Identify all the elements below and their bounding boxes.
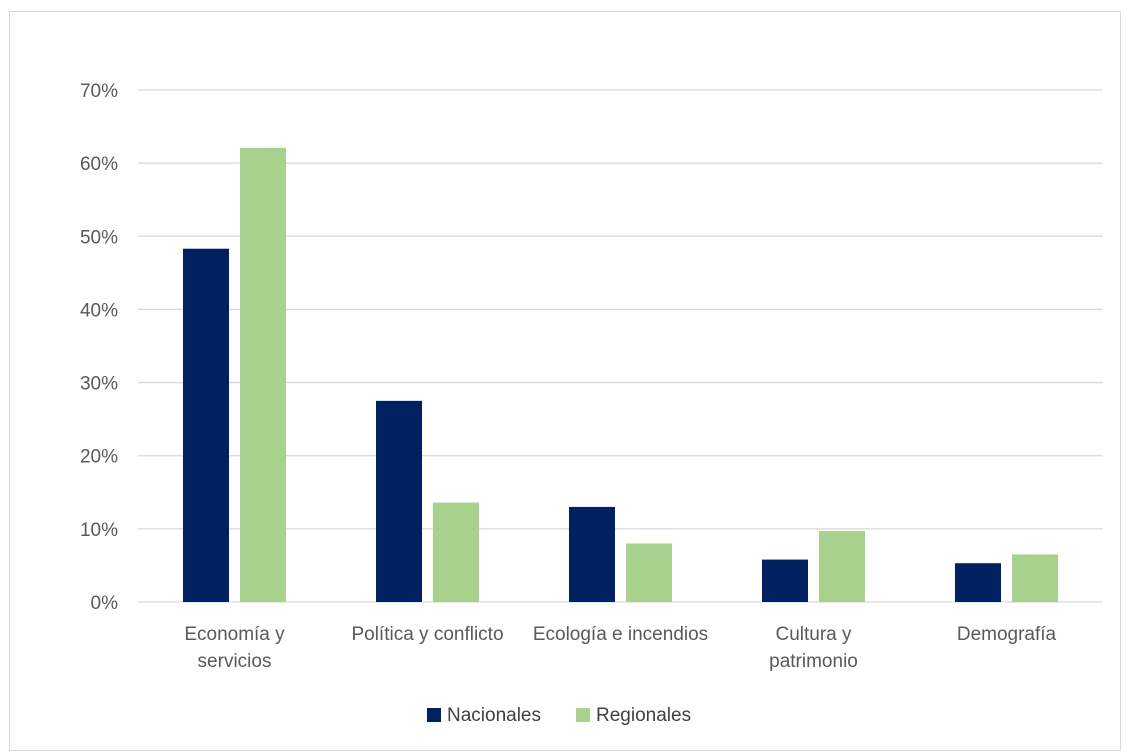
y-tick-label: 50% — [80, 227, 118, 248]
bar-regionales — [240, 147, 286, 603]
x-axis-categories: Economía y servicios Política y conflicto E… — [184, 624, 1056, 672]
legend-label: Nacionales — [447, 705, 541, 726]
category-label: Economía y — [184, 624, 285, 645]
bar-regionales — [819, 531, 865, 602]
y-tick-label: 40% — [80, 300, 118, 321]
bar-nacionales — [762, 559, 808, 602]
bar-nacionales — [183, 248, 229, 602]
bar-nacionales — [955, 563, 1001, 602]
gridlines — [138, 89, 1103, 603]
y-tick-label: 10% — [80, 520, 118, 541]
category-label: Cultura y — [775, 624, 852, 645]
y-axis-ticks: 0% 10% 20% 30% 40% 50% 60% 70% — [80, 81, 118, 614]
bar-regionales — [433, 502, 479, 602]
y-tick-label: 30% — [80, 374, 118, 395]
legend-swatch — [427, 708, 441, 722]
y-tick-label: 60% — [80, 154, 118, 175]
y-tick-label: 0% — [91, 593, 119, 614]
category-label: Ecología e incendios — [533, 624, 708, 645]
bar-nacionales — [569, 506, 615, 602]
bar-regionales — [1012, 554, 1058, 602]
category-label: Demografía — [957, 624, 1057, 645]
bars — [183, 147, 1058, 603]
bar-nacionales — [376, 400, 422, 602]
category-label: servicios — [198, 651, 272, 672]
bar-regionales — [626, 543, 672, 602]
y-tick-label: 20% — [80, 447, 118, 468]
legend-swatch — [576, 708, 590, 722]
legend: Nacionales Regionales — [427, 705, 691, 726]
y-tick-label: 70% — [80, 81, 118, 102]
legend-label: Regionales — [596, 705, 691, 726]
category-label: patrimonio — [769, 651, 858, 672]
category-label: Política y conflicto — [351, 624, 503, 645]
